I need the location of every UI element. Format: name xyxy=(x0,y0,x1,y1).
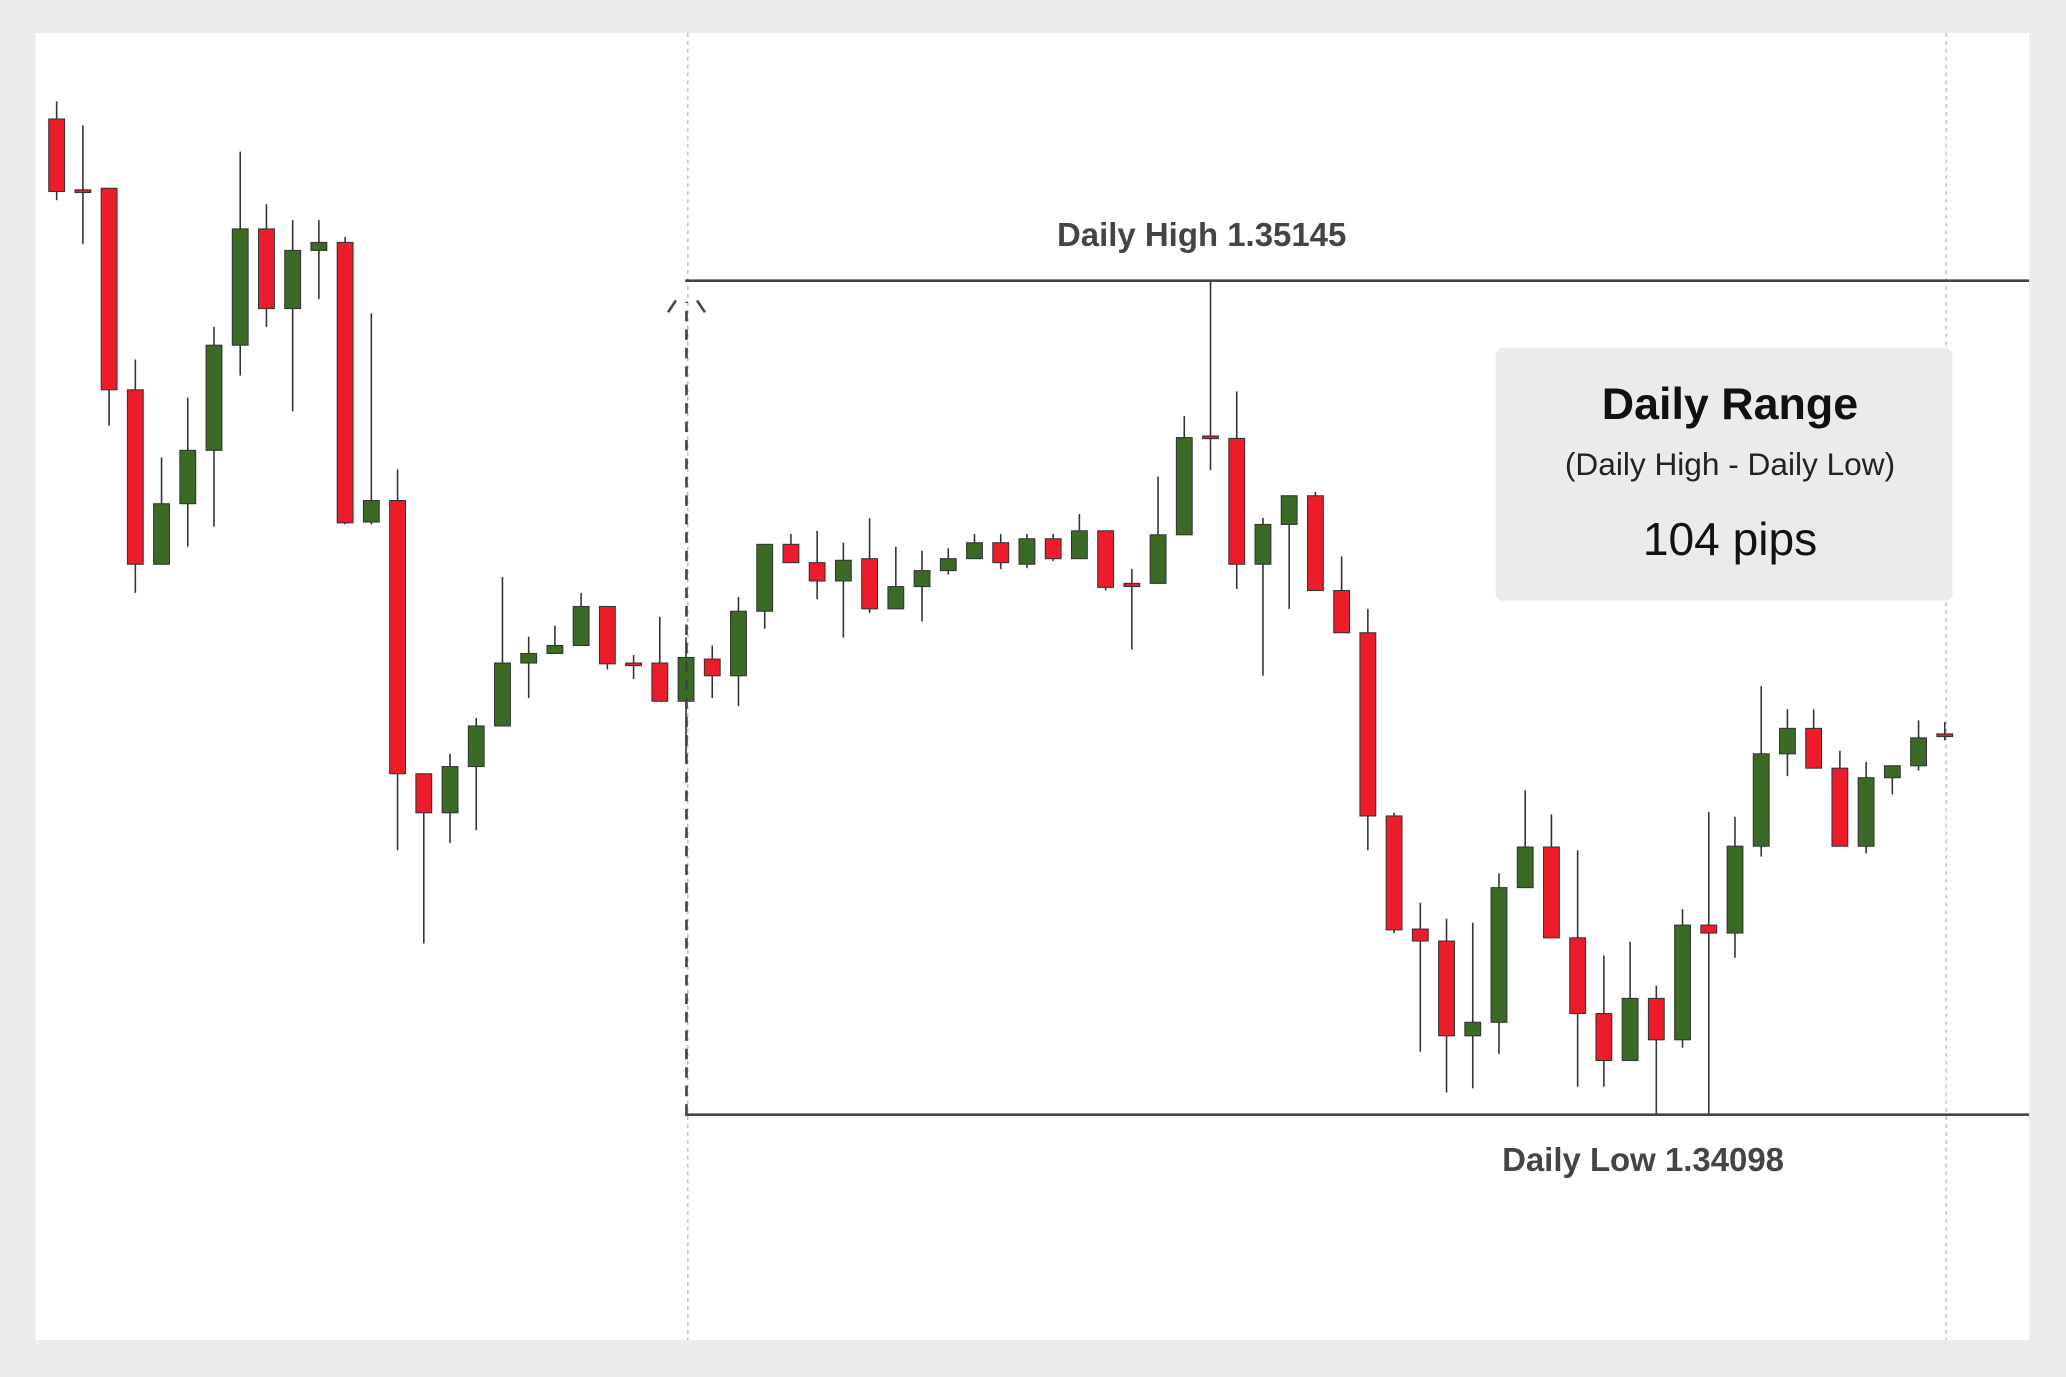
candle-body-down xyxy=(1202,435,1219,440)
candle-body-up xyxy=(1280,495,1298,525)
plot-area xyxy=(35,32,2030,1341)
candle-body-down xyxy=(1044,538,1062,560)
candle-body-down xyxy=(1306,495,1324,592)
candle-body-down xyxy=(1123,582,1141,588)
candle-body-down xyxy=(48,118,66,192)
candle-body-up xyxy=(441,766,459,814)
candle-body-down xyxy=(389,499,407,775)
candle-body-up xyxy=(1752,753,1770,847)
candle-body-down xyxy=(1936,733,1954,738)
candle-body-down xyxy=(74,189,92,194)
candle-body-down xyxy=(258,228,275,310)
candle-body-up xyxy=(284,249,302,310)
candle-body-up xyxy=(1490,887,1508,1023)
candle-body-up xyxy=(939,558,957,572)
candle-body-up xyxy=(1857,777,1875,847)
candles xyxy=(48,101,1954,1115)
arrow-head xyxy=(695,299,707,314)
candle-body-down xyxy=(1385,815,1403,931)
candle-body-up xyxy=(730,610,747,677)
candle-body-up xyxy=(1910,737,1927,767)
candle-body-down xyxy=(1647,997,1665,1041)
candle-body-up xyxy=(231,228,249,346)
candle-body-up xyxy=(205,344,223,451)
candle-body-down xyxy=(1569,937,1587,1015)
candle-body-down xyxy=(336,241,354,524)
candle-body-up xyxy=(179,449,197,505)
candle-body-down xyxy=(992,542,1010,564)
candle-body-down xyxy=(703,658,721,677)
candle-body-down xyxy=(1831,767,1849,847)
candle-body-down xyxy=(1333,590,1351,634)
candle-body-up xyxy=(1175,437,1193,536)
overlay: Daily High 1.35145 Daily Low 1.34098 xyxy=(666,216,2030,1178)
candle-body-down xyxy=(808,562,826,582)
candle-body-down xyxy=(1438,940,1455,1037)
candle-body-down xyxy=(1411,928,1429,942)
candle-body-up xyxy=(362,499,380,523)
candle-body-up xyxy=(1726,845,1744,934)
candle-body-up xyxy=(494,662,511,727)
candle-body-up xyxy=(1674,924,1691,1041)
candle-body-down xyxy=(1359,632,1377,817)
candle-body-down xyxy=(1542,846,1560,939)
candle-body-down xyxy=(651,662,669,702)
candle-body-up xyxy=(887,586,905,610)
info-title: Daily Range xyxy=(1602,379,1858,429)
candle-body-down xyxy=(100,187,118,391)
candle-body-down xyxy=(1228,437,1246,565)
arrow-head xyxy=(666,299,678,314)
candle-body-up xyxy=(572,605,590,647)
candle-body-up xyxy=(966,542,983,560)
info-value: 104 pips xyxy=(1643,513,1817,565)
candle-body-down xyxy=(782,543,800,564)
candle-body-down xyxy=(625,662,643,667)
candle-body-up xyxy=(1621,997,1639,1062)
candle-body-up xyxy=(1018,538,1036,565)
candle-body-down xyxy=(1700,924,1718,934)
candle-body-up xyxy=(153,503,170,565)
candle-body-down xyxy=(1097,530,1115,588)
candle-body-up xyxy=(913,570,931,588)
candle-body-down xyxy=(415,773,433,814)
candle-body-down xyxy=(861,558,879,610)
candle-body-up xyxy=(1516,846,1534,889)
candle-body-up xyxy=(467,725,485,768)
candle-body-up xyxy=(1070,530,1088,560)
info-subtitle: (Daily High - Daily Low) xyxy=(1565,446,1895,482)
candle-body-up xyxy=(310,241,328,251)
candle-body-down xyxy=(1805,727,1823,769)
candle-body-up xyxy=(1779,727,1796,755)
daily-high-label: Daily High 1.35145 xyxy=(1057,216,1346,253)
candle-body-down xyxy=(598,605,616,665)
candle-body-down xyxy=(1595,1012,1613,1062)
candle-body-up xyxy=(546,644,564,654)
candle-body-up xyxy=(1149,534,1167,584)
candle-body-up xyxy=(520,652,538,664)
candle-body-up xyxy=(1254,523,1272,565)
daily-low-label: Daily Low 1.34098 xyxy=(1502,1141,1784,1178)
candle-body-up xyxy=(1883,765,1901,779)
info-box xyxy=(1495,347,1953,601)
candle-body-up xyxy=(834,559,852,582)
candle-body-up xyxy=(1464,1021,1482,1037)
candle-body-down xyxy=(126,389,144,565)
candle-body-up xyxy=(756,543,774,612)
